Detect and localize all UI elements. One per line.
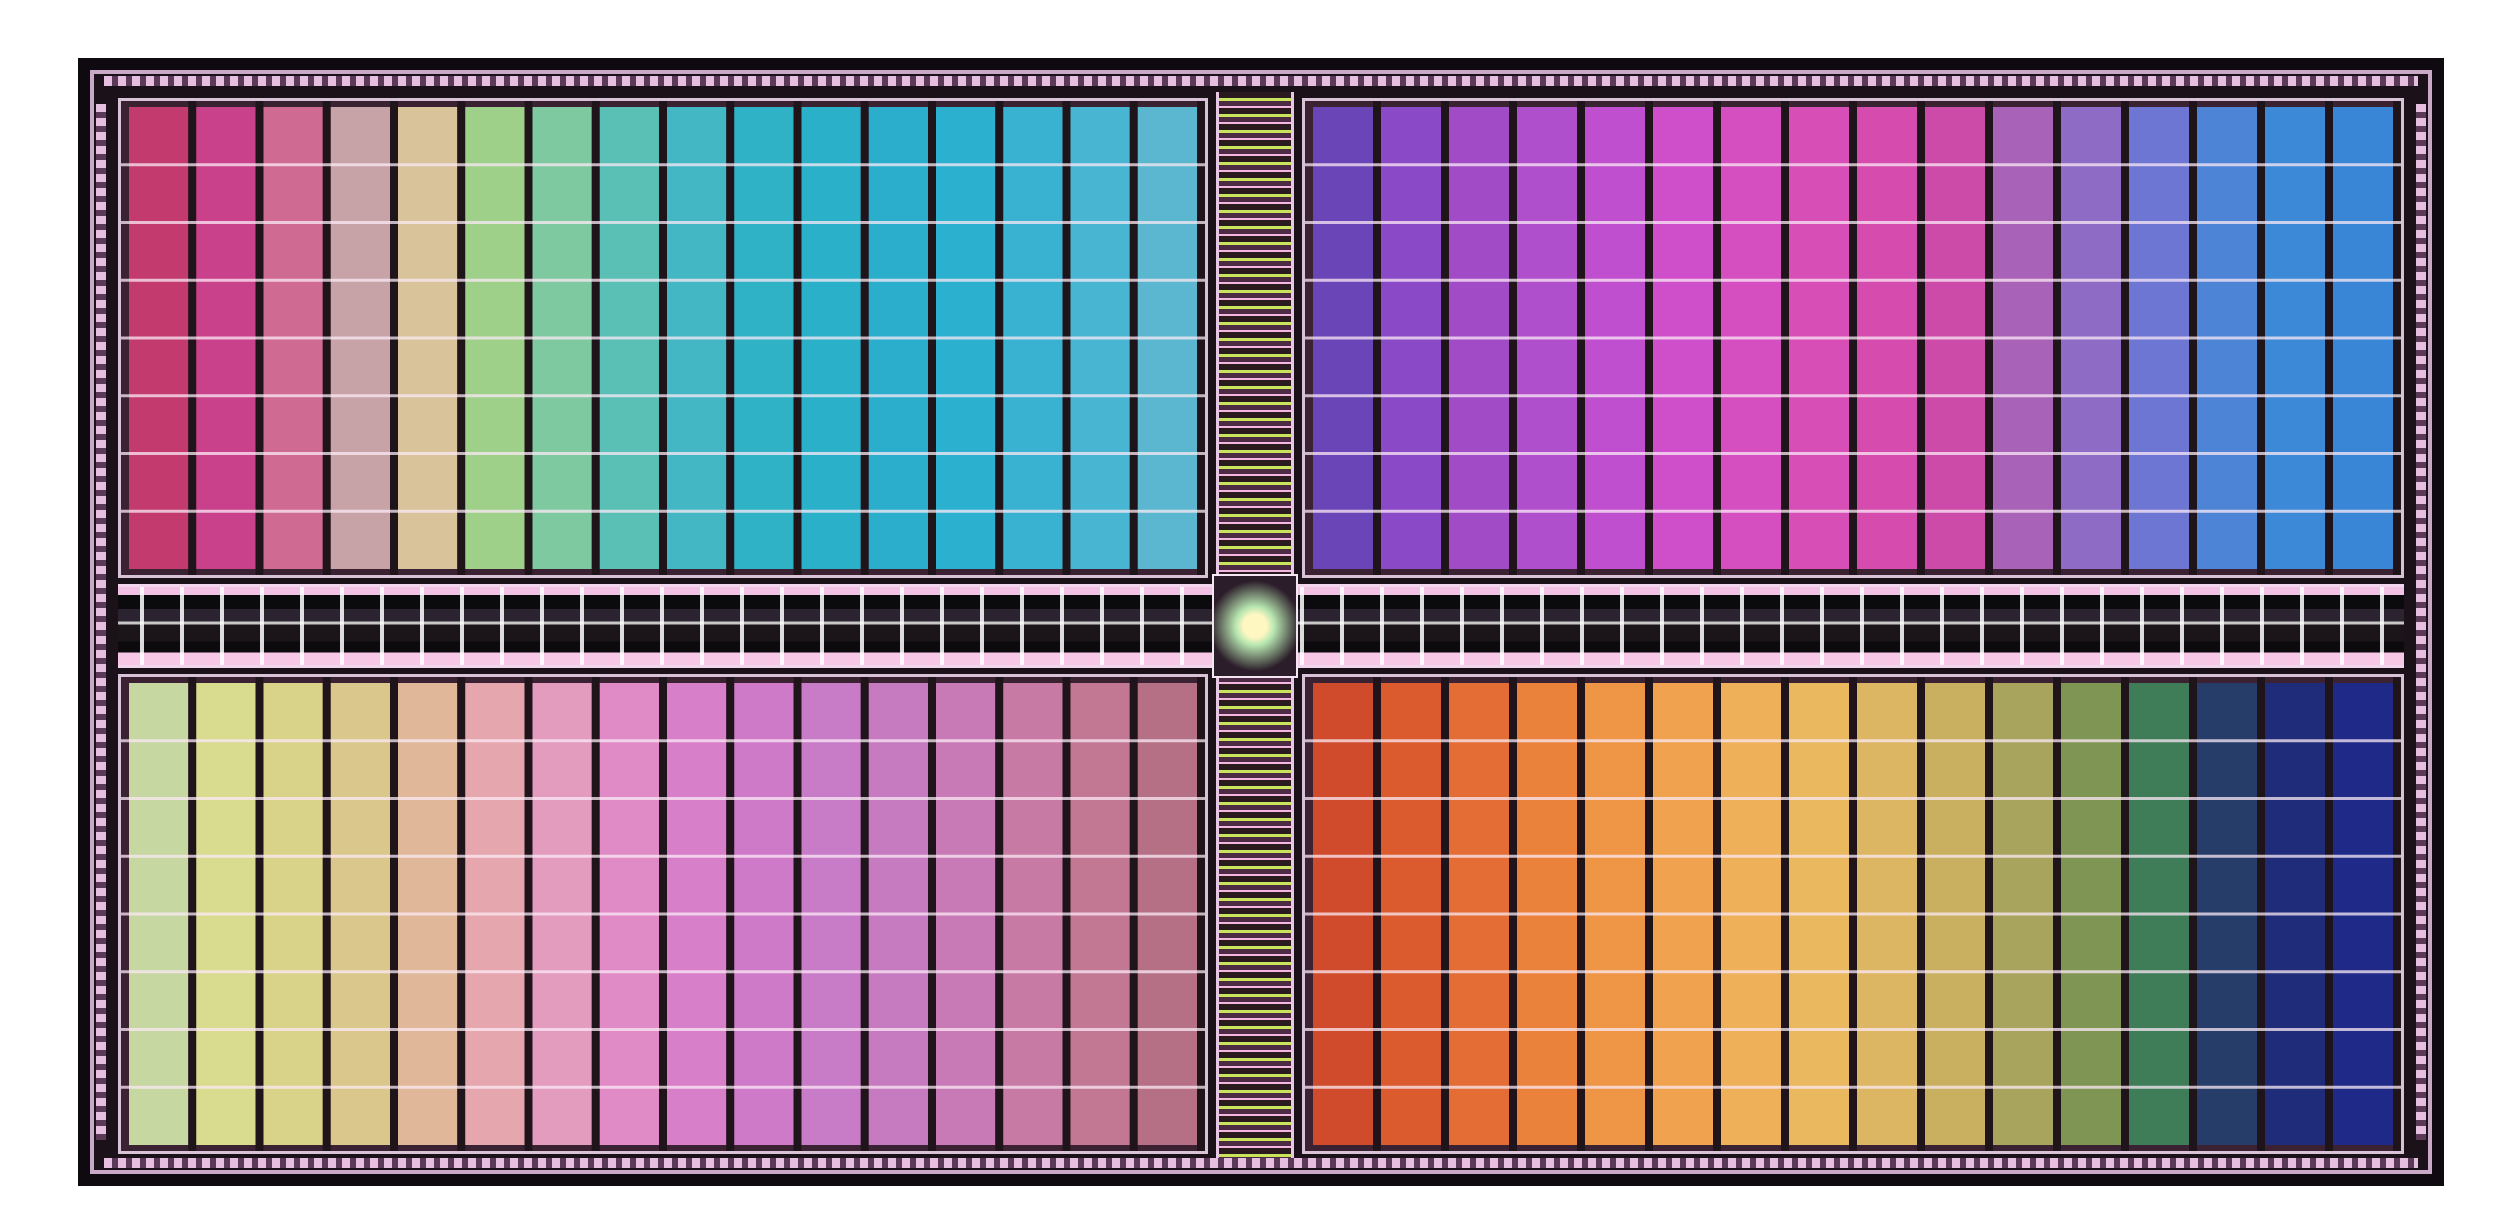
central-logic-block <box>1212 574 1298 678</box>
row-divider <box>121 854 1205 858</box>
row-divider <box>121 1085 1205 1089</box>
row-divider <box>121 221 1205 224</box>
row-divider <box>121 336 1205 340</box>
row-divider <box>121 797 1205 800</box>
chip-die <box>78 58 2444 1186</box>
row-divider <box>1305 797 2401 800</box>
row-divider <box>121 452 1205 455</box>
row-divider <box>1305 509 2401 513</box>
row-divider <box>121 739 1205 743</box>
left-pad-column <box>96 104 106 1140</box>
row-divider <box>1305 970 2401 974</box>
row-divider <box>121 912 1205 916</box>
row-divider <box>1305 163 2401 167</box>
row-divider <box>1305 336 2401 340</box>
row-divider <box>1305 394 2401 398</box>
right-pad-column <box>2416 104 2426 1140</box>
row-divider <box>121 394 1205 398</box>
row-divider <box>121 163 1205 167</box>
row-divider <box>1305 278 2401 282</box>
row-divider <box>1305 221 2401 224</box>
row-divider <box>1305 739 2401 743</box>
memory-array-bottom-left <box>118 674 1208 1154</box>
row-divider <box>1305 912 2401 916</box>
memory-array-top-left <box>118 98 1208 578</box>
sub-array-grid <box>1305 677 2401 1151</box>
die-border <box>90 70 2432 1174</box>
memory-array-top-right <box>1302 98 2404 578</box>
sub-array-grid <box>121 677 1205 1151</box>
row-divider <box>121 278 1205 282</box>
row-divider <box>121 970 1205 974</box>
row-divider <box>121 509 1205 513</box>
top-pad-row <box>104 76 2418 86</box>
row-divider <box>1305 452 2401 455</box>
row-divider <box>1305 854 2401 858</box>
memory-array-bottom-right <box>1302 674 2404 1154</box>
row-divider <box>1305 1085 2401 1089</box>
bottom-pad-row <box>104 1158 2418 1168</box>
sub-array-grid <box>1305 101 2401 575</box>
row-divider <box>121 1028 1205 1031</box>
row-divider <box>1305 1028 2401 1031</box>
sub-array-grid <box>121 101 1205 575</box>
